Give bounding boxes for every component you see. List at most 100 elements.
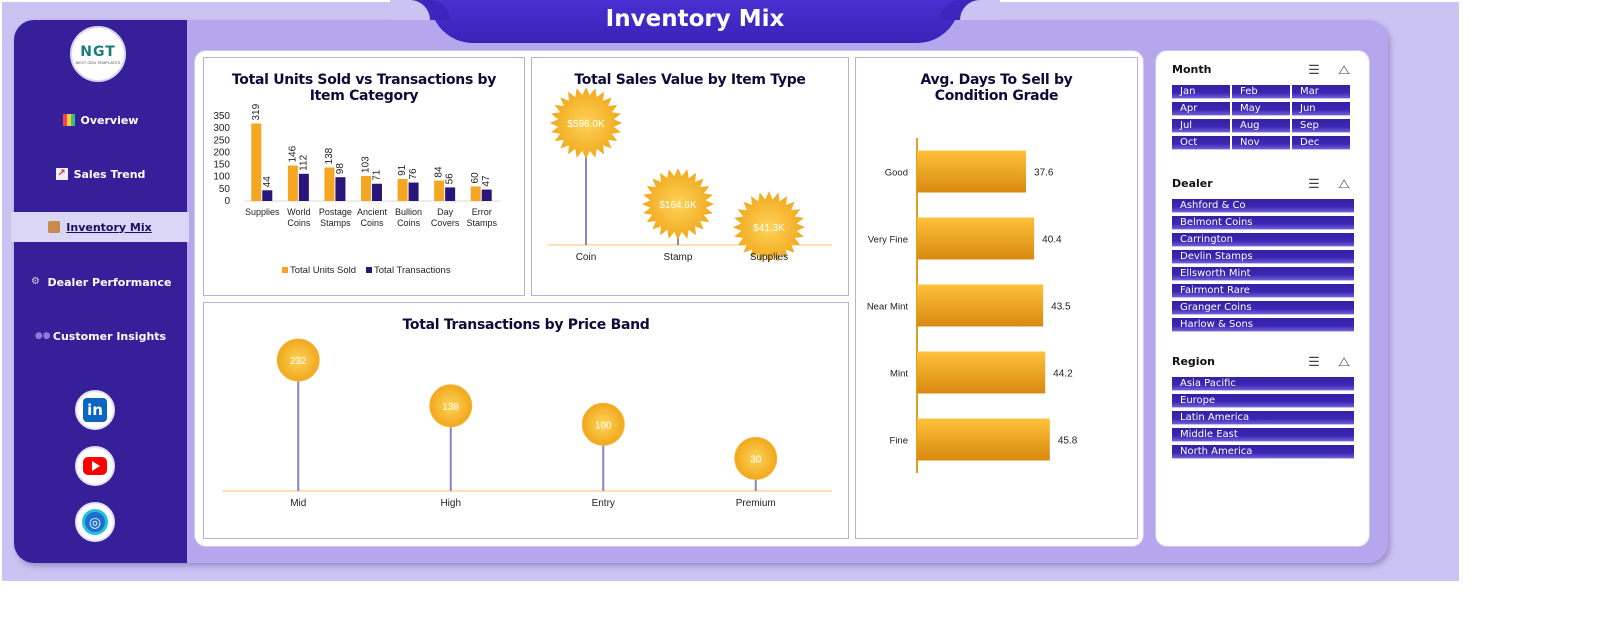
bar-units-sold — [324, 167, 335, 201]
slicer-item[interactable]: Dec — [1292, 136, 1350, 150]
linkedin-button[interactable]: in — [75, 390, 115, 430]
x-tick-label: Coins — [397, 218, 421, 228]
slicer-item[interactable]: Jan — [1172, 85, 1230, 99]
units-vs-transactions-card: Total Units Sold vs Transactions by Item… — [203, 57, 525, 296]
data-label: 30 — [750, 454, 762, 465]
slicer-item[interactable]: Ashford & Co — [1172, 199, 1354, 213]
multi-select-icon[interactable]: ☰ — [1308, 62, 1320, 77]
globe-icon: ◎ — [82, 509, 108, 535]
line-chart-icon: ↗ — [55, 168, 68, 180]
bar-transactions — [445, 187, 456, 201]
slicer-item[interactable]: Feb — [1232, 85, 1290, 99]
slicer-item[interactable]: Nov — [1232, 136, 1290, 150]
slicer-item[interactable]: Harlow & Sons — [1172, 318, 1354, 332]
data-label: 44 — [262, 176, 273, 188]
x-tick-label: Covers — [431, 218, 460, 228]
x-tick-label: Coin — [576, 252, 597, 263]
price-band-chart: 232 Mid 138 High 100 Entry 30 Premium — [222, 338, 832, 509]
slicer-item[interactable]: Belmont Coins — [1172, 216, 1354, 230]
slicer-item[interactable]: Ellsworth Mint — [1172, 267, 1354, 281]
nav-sales-trend[interactable]: ↗ Sales Trend — [14, 160, 187, 188]
y-tick-label: Very Fine — [868, 235, 908, 246]
slicer-item[interactable]: Europe — [1172, 394, 1354, 408]
slicer-item[interactable]: Mar — [1292, 85, 1350, 99]
circle-marker — [581, 402, 625, 446]
data-label: 112 — [298, 154, 309, 170]
x-tick-label: Postage — [319, 207, 352, 217]
logo-text: NGT — [80, 43, 116, 60]
data-label: 76 — [408, 168, 419, 180]
legend-swatch — [366, 267, 372, 273]
data-label: 37.6 — [1034, 168, 1054, 179]
nav-inventory-mix[interactable]: Inventory Mix — [11, 212, 189, 242]
clear-filter-icon[interactable]: ⧍ — [1337, 354, 1351, 369]
slicer-item[interactable]: May — [1232, 102, 1290, 116]
data-label: 103 — [361, 156, 372, 173]
bar-transactions — [481, 189, 492, 201]
clear-filter-icon[interactable]: ⧍ — [1337, 176, 1351, 191]
nav-customer-insights[interactable]: ●● Customer Insights — [14, 322, 187, 350]
y-tick-label: 100 — [213, 172, 230, 183]
slicer-item[interactable]: Latin America — [1172, 411, 1354, 425]
y-tick-label: 0 — [224, 196, 230, 207]
sun-marker — [733, 191, 805, 264]
data-label: 319 — [251, 103, 262, 120]
bar-units-sold — [251, 123, 262, 201]
slicer-item[interactable]: Jun — [1292, 102, 1350, 116]
brand-logo: NGT NEXT GEN TEMPLATES — [70, 26, 126, 82]
x-tick-label: World — [287, 207, 310, 217]
slicer-item[interactable]: Devlin Stamps — [1172, 250, 1354, 264]
bar — [917, 150, 1027, 193]
region-filter-title: Region — [1172, 355, 1215, 368]
slicer-item[interactable]: Granger Coins — [1172, 301, 1354, 315]
slicer-item[interactable]: North America — [1172, 445, 1354, 459]
multi-select-icon[interactable]: ☰ — [1308, 354, 1320, 369]
bar — [917, 284, 1044, 327]
y-tick-label: 250 — [213, 135, 230, 146]
slicer-item[interactable]: Aug — [1232, 119, 1290, 133]
data-label: 138 — [442, 402, 459, 413]
gear-icon: ⚙ — [31, 276, 41, 287]
x-tick-label: High — [440, 498, 461, 509]
chart-title: Total Units Sold vs Transactions by Item… — [231, 72, 497, 104]
x-tick-label: Premium — [736, 498, 776, 509]
website-button[interactable]: ◎ — [75, 502, 115, 542]
chart-title: Total Transactions by Price Band — [402, 317, 650, 333]
slicer-item[interactable]: Oct — [1172, 136, 1230, 150]
multi-select-icon[interactable]: ☰ — [1308, 176, 1320, 191]
bar — [917, 351, 1046, 394]
y-tick-label: Mint — [890, 369, 908, 380]
bar-units-sold — [434, 180, 445, 201]
filters-panel: Month ☰ ⧍ Jan Feb Mar Apr May Jun Jul Aug Sep Oct… — [1155, 50, 1370, 547]
slicer-item[interactable]: Asia Pacific — [1172, 377, 1354, 391]
bar-units-sold — [397, 178, 408, 201]
data-label: 45.8 — [1058, 436, 1078, 447]
x-tick-label: Error — [472, 207, 492, 217]
data-label: $41.3K — [753, 223, 785, 234]
slicer-item[interactable]: Sep — [1292, 119, 1350, 133]
y-tick-label: 300 — [213, 123, 230, 134]
logo-subtext: NEXT GEN TEMPLATES — [75, 59, 121, 65]
data-label: 84 — [434, 166, 445, 178]
nav-label: Dealer Performance — [47, 275, 172, 289]
circle-marker — [734, 436, 778, 480]
y-tick-label: 350 — [213, 111, 230, 122]
x-tick-label: Stamps — [466, 218, 497, 228]
data-label: 71 — [372, 169, 383, 181]
slicer-item[interactable]: Fairmont Rare — [1172, 284, 1354, 298]
data-label: $164.6K — [659, 200, 697, 211]
nav-label: Customer Insights — [52, 329, 167, 343]
nav-overview[interactable]: Overview — [14, 106, 187, 134]
nav-dealer-performance[interactable]: ⚙ Dealer Performance — [14, 268, 187, 296]
clear-filter-icon[interactable]: ⧍ — [1337, 62, 1351, 77]
users-icon: ●● — [34, 331, 51, 341]
youtube-button[interactable] — [75, 446, 115, 486]
slicer-item[interactable]: Carrington — [1172, 233, 1354, 247]
slicer-item[interactable]: Middle East — [1172, 428, 1354, 442]
sales-value-chart: $596.0K Coin $164.6K Stamp $41.3K Supplies — [548, 87, 832, 264]
x-tick-label: Coins — [287, 218, 311, 228]
slicer-item[interactable]: Jul — [1172, 119, 1230, 133]
slicer-item[interactable]: Apr — [1172, 102, 1230, 116]
legend-swatch — [282, 267, 288, 273]
